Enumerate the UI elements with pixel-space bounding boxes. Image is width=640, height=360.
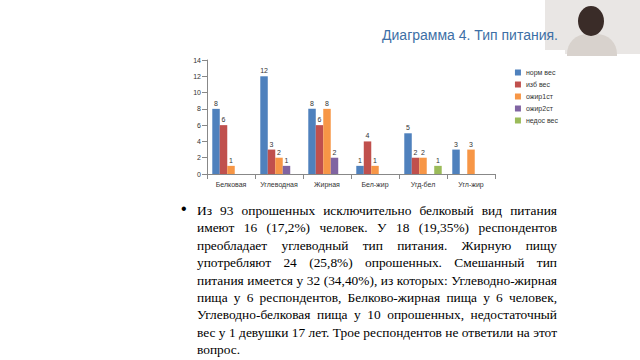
svg-text:8: 8 [197,105,201,112]
svg-text:8: 8 [214,100,218,107]
svg-text:Угл-жир: Угл-жир [458,181,484,189]
svg-text:5: 5 [406,124,410,131]
svg-text:8: 8 [325,100,329,107]
html-text:Диаграмма 4. Тип питания.: Диаграмма 4. Тип питания. [382,27,558,43]
svg-text:0: 0 [197,171,201,178]
svg-text:Углеводная: Углеводная [260,181,298,189]
svg-text:2: 2 [421,149,425,156]
html-text:Из 93 опрошенных исключительно: Из 93 опрошенных исключительно белковый … [197,203,557,358]
svg-text:2: 2 [197,154,201,161]
svg-text:ожир1ст: ожир1ст [526,93,554,101]
svg-text:2: 2 [414,149,418,156]
svg-text:изб вес: изб вес [526,81,551,88]
svg-text:норм вес: норм вес [526,69,556,77]
svg-text:1: 1 [358,157,362,164]
svg-text:1: 1 [285,157,289,164]
svg-text:1: 1 [373,157,377,164]
svg-text:6: 6 [197,122,201,129]
svg-text:12: 12 [193,73,201,80]
svg-text:3: 3 [469,141,473,148]
svg-text:4: 4 [197,138,201,145]
svg-text:3: 3 [270,141,274,148]
svg-text:ожир2ст: ожир2ст [526,105,554,113]
svg-text:6: 6 [318,116,322,123]
svg-text:Угд-бел: Угд-бел [411,181,435,189]
svg-text:12: 12 [260,67,268,74]
svg-text:4: 4 [366,132,370,139]
svg-text:1: 1 [229,157,233,164]
svg-text:6: 6 [222,116,226,123]
svg-text:2: 2 [333,149,337,156]
svg-text:14: 14 [193,57,201,64]
svg-text:Жирная: Жирная [314,181,340,189]
svg-text:Бел-жир: Бел-жир [361,181,388,189]
svg-text:8: 8 [310,100,314,107]
svg-text:1: 1 [436,157,440,164]
svg-text:3: 3 [454,141,458,148]
svg-text:недос вес: недос вес [526,117,559,125]
svg-text:10: 10 [193,89,201,96]
svg-text:2: 2 [277,149,281,156]
svg-text:Белковая: Белковая [216,181,247,188]
